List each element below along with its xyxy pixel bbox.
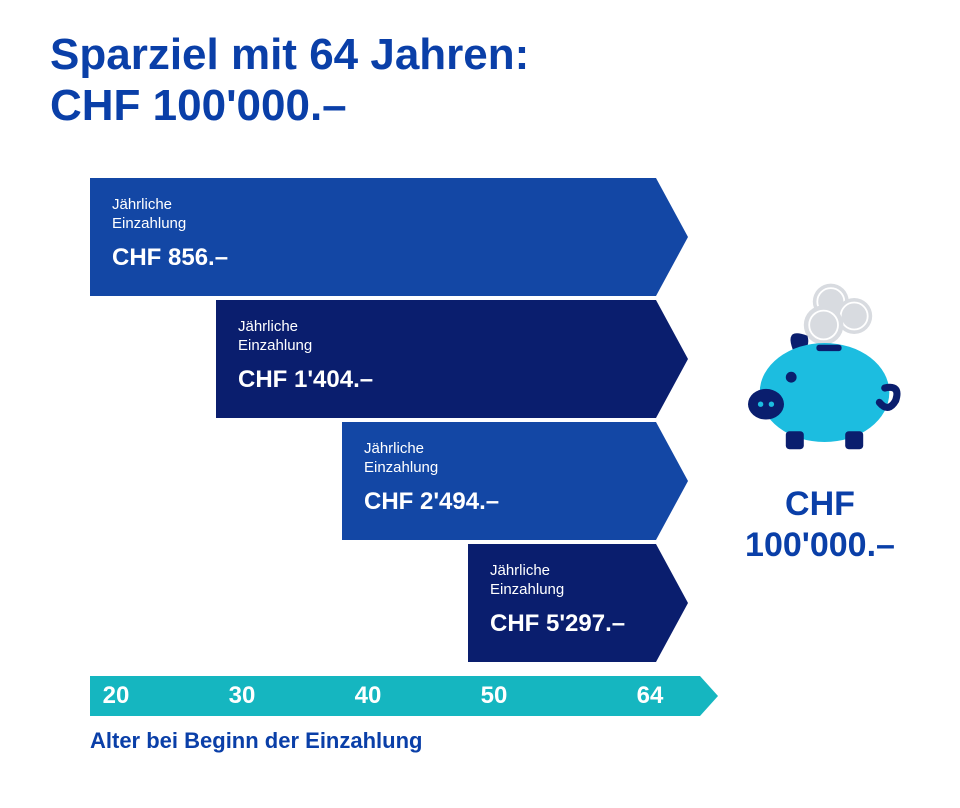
payment-bar: JährlicheEinzahlung CHF 5'297.– bbox=[468, 544, 656, 662]
goal-line-1: CHF bbox=[720, 484, 920, 525]
payment-sub-label: JährlicheEinzahlung bbox=[112, 196, 634, 234]
goal-line-2: 100'000.– bbox=[720, 525, 920, 566]
payment-amount: CHF 5'297.– bbox=[490, 610, 634, 638]
payment-bar: JährlicheEinzahlung CHF 2'494.– bbox=[342, 422, 656, 540]
payment-bar: JährlicheEinzahlung CHF 1'404.– bbox=[216, 300, 656, 418]
axis-tick: 64 bbox=[637, 676, 664, 716]
axis-tick: 20 bbox=[103, 676, 130, 716]
payment-amount: CHF 1'404.– bbox=[238, 366, 634, 394]
payment-amount: CHF 856.– bbox=[112, 244, 634, 272]
axis-tick: 40 bbox=[355, 676, 382, 716]
title-line-2: CHF 100'000.– bbox=[50, 81, 529, 132]
title-line-1: Sparziel mit 64 Jahren: bbox=[50, 30, 529, 81]
piggy-bank-icon bbox=[730, 280, 910, 460]
goal-block: CHF 100'000.– bbox=[720, 280, 920, 566]
payment-sub-label: JährlicheEinzahlung bbox=[364, 440, 634, 478]
payment-amount: CHF 2'494.– bbox=[364, 488, 634, 516]
goal-amount: CHF 100'000.– bbox=[720, 484, 920, 566]
axis-tick: 30 bbox=[229, 676, 256, 716]
page-title: Sparziel mit 64 Jahren: CHF 100'000.– bbox=[50, 30, 529, 131]
axis-label: Alter bei Beginn der Einzahlung bbox=[90, 728, 422, 754]
payment-bar: JährlicheEinzahlung CHF 856.– bbox=[90, 178, 656, 296]
payment-sub-label: JährlicheEinzahlung bbox=[490, 562, 634, 600]
age-axis: 20 30 40 50 64 bbox=[90, 676, 700, 716]
payment-sub-label: JährlicheEinzahlung bbox=[238, 318, 634, 356]
savings-staircase-chart: JährlicheEinzahlungCHF 856.–JährlicheEin… bbox=[90, 178, 710, 668]
axis-tick: 50 bbox=[481, 676, 508, 716]
